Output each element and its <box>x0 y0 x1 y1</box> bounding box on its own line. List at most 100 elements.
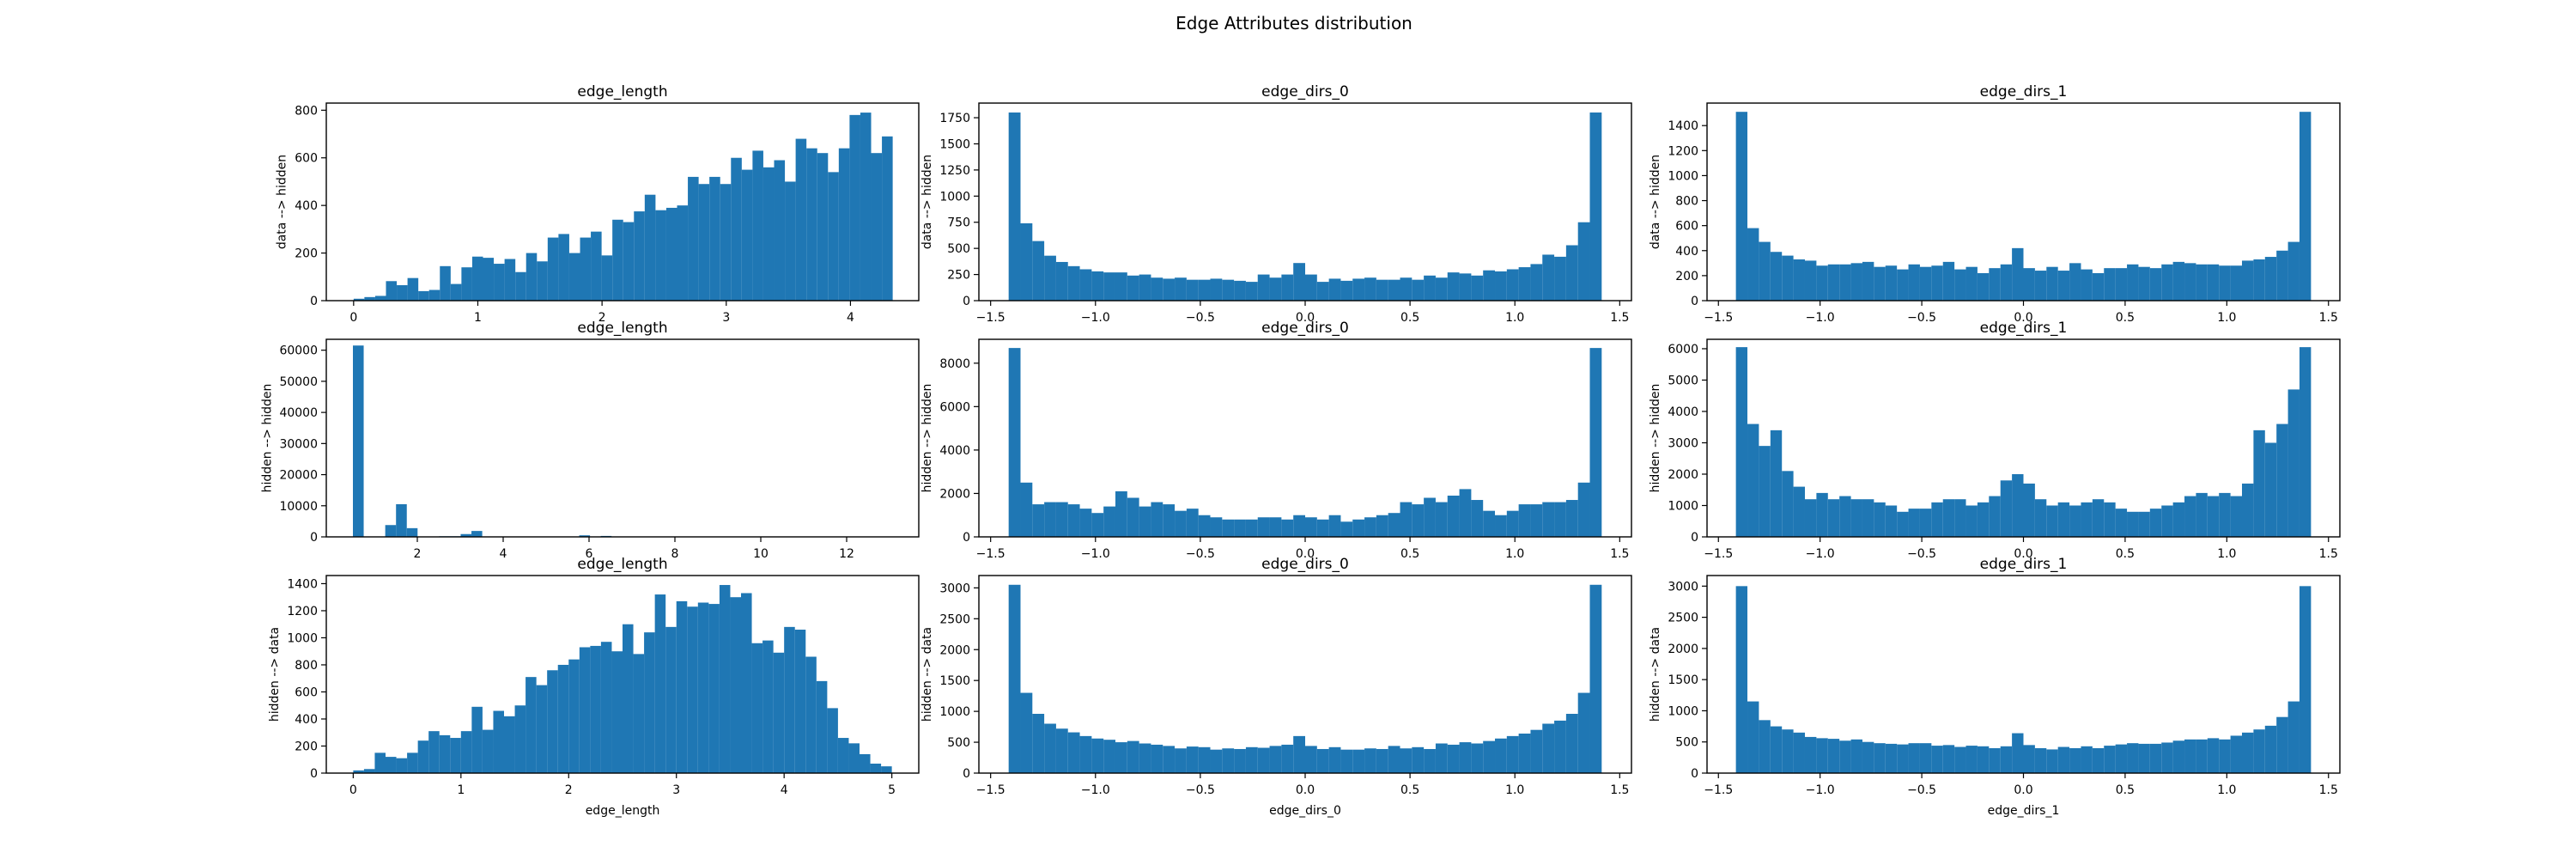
histogram-bar <box>1770 726 1783 773</box>
histogram-bar <box>870 763 882 773</box>
histogram-bar <box>2230 265 2242 301</box>
histogram-bar <box>385 525 397 537</box>
histogram-bar <box>2276 716 2288 773</box>
histogram-bar <box>1044 502 1056 537</box>
histogram-bars <box>1008 112 1602 301</box>
y-tick-label: 5000 <box>1668 374 1698 387</box>
x-tick-label: 0 <box>349 783 357 797</box>
histogram-bar <box>1281 744 1294 773</box>
histogram-bar <box>1542 254 1555 301</box>
histogram-bar <box>1364 748 1376 773</box>
histogram-bar <box>1759 720 1771 773</box>
x-tick-label: 0 <box>349 311 357 325</box>
histogram-bar <box>2104 268 2116 301</box>
histogram-bar <box>1483 740 1495 774</box>
histogram-bar <box>1839 496 1851 537</box>
histogram-bar <box>1424 497 1436 537</box>
y-axis-label: hidden --> data <box>920 627 934 722</box>
histogram-bar <box>471 706 483 773</box>
histogram-bars <box>353 113 893 301</box>
x-tick-label: 0.5 <box>2116 547 2135 561</box>
histogram-bar <box>2264 725 2277 773</box>
y-tick-label: 200 <box>1675 270 1698 283</box>
y-tick-label: 400 <box>1675 245 1698 259</box>
x-tick-label: −1.5 <box>976 311 1005 325</box>
histogram-bar <box>1400 277 1413 301</box>
histogram-bar <box>623 222 635 301</box>
histogram-bar <box>439 734 451 773</box>
x-tick-label: 1.0 <box>1505 783 1524 797</box>
histogram-bar <box>2242 732 2254 773</box>
y-tick-label: 0 <box>310 295 318 308</box>
histogram-bar <box>1222 279 1235 301</box>
histogram-bar <box>1850 499 1862 537</box>
histogram-bar <box>353 298 365 301</box>
histogram-bar <box>1245 519 1258 537</box>
histogram-bar <box>1989 496 2001 537</box>
histogram-bar <box>1067 265 1080 301</box>
histogram-bar <box>1032 714 1045 773</box>
histogram-bar <box>1885 743 1898 773</box>
histogram-bar <box>1919 266 1932 301</box>
x-tick-label: 12 <box>839 547 854 561</box>
histogram-bar <box>514 705 526 773</box>
x-tick-label: −1.5 <box>1704 311 1733 325</box>
x-tick-label: 0.0 <box>2014 783 2032 797</box>
x-tick-label: 2 <box>414 547 422 561</box>
histogram-bar <box>386 281 398 301</box>
histogram-bar <box>1862 261 1874 301</box>
histogram-bar <box>687 606 698 773</box>
subplot-title: edge_dirs_1 <box>1980 320 2068 337</box>
histogram-bar <box>2012 247 2024 301</box>
histogram-bar <box>2172 261 2185 301</box>
histogram-bar <box>1805 260 1817 301</box>
histogram-bar <box>709 176 720 301</box>
histogram-bar <box>2069 263 2081 301</box>
histogram-bar <box>860 113 872 301</box>
histogram-bar <box>1305 746 1317 774</box>
y-tick-label: 1000 <box>939 705 970 719</box>
y-tick-label: 1400 <box>287 577 318 591</box>
y-tick-label: 1250 <box>939 164 970 178</box>
histogram-bar <box>2138 266 2150 301</box>
y-axis-label: data --> hidden <box>1649 155 1662 249</box>
histogram-bar <box>1805 499 1817 537</box>
histogram-bar <box>634 211 645 301</box>
histogram-bar <box>1759 446 1771 537</box>
y-tick-label: 0 <box>1691 531 1698 545</box>
histogram-bar <box>2299 586 2312 773</box>
histogram-bar <box>2081 746 2093 773</box>
histogram-bar <box>374 752 386 773</box>
histogram-bar <box>460 731 472 773</box>
subplot-2: −1.5 −1.0 −0.5 0.0 0.5 1.0 1.5 0 250 500 750 1000 12… <box>920 83 1632 325</box>
x-tick-label: 6 <box>586 547 593 561</box>
histogram-bar <box>2069 747 2081 773</box>
histogram-bar <box>1067 732 1080 773</box>
histogram-bar <box>1257 274 1270 301</box>
x-tick-label: 2 <box>565 783 573 797</box>
histogram-bars <box>353 585 892 773</box>
y-tick-label: 2000 <box>1668 643 1698 656</box>
histogram-bar <box>1459 489 1472 537</box>
y-tick-label: 0 <box>963 531 970 545</box>
x-tick-label: 1.5 <box>1610 311 1629 325</box>
histogram-bar <box>1424 275 1436 301</box>
histogram-bar <box>881 766 892 773</box>
histogram-bar <box>774 160 786 301</box>
histogram-bar <box>579 647 591 773</box>
histogram-bar <box>2230 735 2242 773</box>
histogram-bar <box>817 153 829 301</box>
histogram-bar <box>665 626 677 773</box>
histogram-bar <box>1210 749 1223 773</box>
histogram-bar <box>418 290 429 301</box>
histogram-bar <box>1316 519 1329 537</box>
histogram-bar <box>1222 519 1235 537</box>
histogram-bars <box>353 345 892 537</box>
histogram-bar <box>848 743 860 773</box>
histogram-bar <box>1067 504 1080 537</box>
histogram-bar <box>2115 509 2128 537</box>
x-tick-label: 1.5 <box>2319 311 2338 325</box>
x-tick-label: 0.5 <box>1400 783 1419 797</box>
x-tick-label: 0.5 <box>1400 311 1419 325</box>
